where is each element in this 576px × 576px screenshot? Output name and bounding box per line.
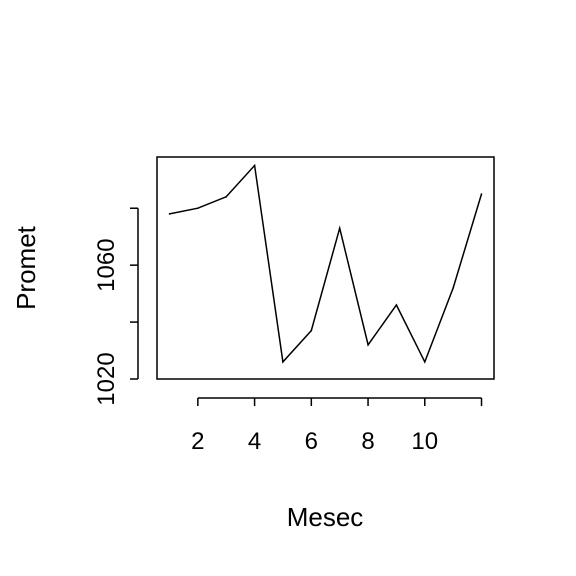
x-tick-label: 10 — [411, 428, 438, 455]
x-tick-label: 4 — [248, 428, 261, 455]
data-point — [423, 361, 426, 363]
x-axis-title: Mesec — [287, 502, 364, 532]
data-point — [338, 227, 341, 229]
x-tick-label: 8 — [361, 428, 374, 455]
y-tick-label: 1060 — [93, 238, 120, 291]
data-point — [197, 207, 199, 210]
x-axis: 2 4 6 8 10 — [191, 397, 483, 455]
y-axis-title: Promet — [11, 225, 41, 310]
y-axis: 1020 1060 — [93, 207, 139, 406]
x-tick-label: 2 — [191, 428, 204, 455]
x-tick-label: 6 — [305, 428, 318, 455]
data-point — [395, 304, 398, 306]
data-point — [452, 287, 454, 289]
data-series — [168, 163, 483, 364]
y-tick-label: 1020 — [93, 352, 120, 405]
plot-frame — [156, 156, 495, 380]
data-point — [168, 213, 171, 215]
data-point — [225, 196, 228, 198]
data-point — [480, 193, 483, 195]
series-line — [169, 163, 483, 364]
data-point — [253, 164, 256, 167]
data-point — [310, 329, 313, 332]
data-point — [367, 344, 369, 346]
data-point — [282, 361, 284, 363]
